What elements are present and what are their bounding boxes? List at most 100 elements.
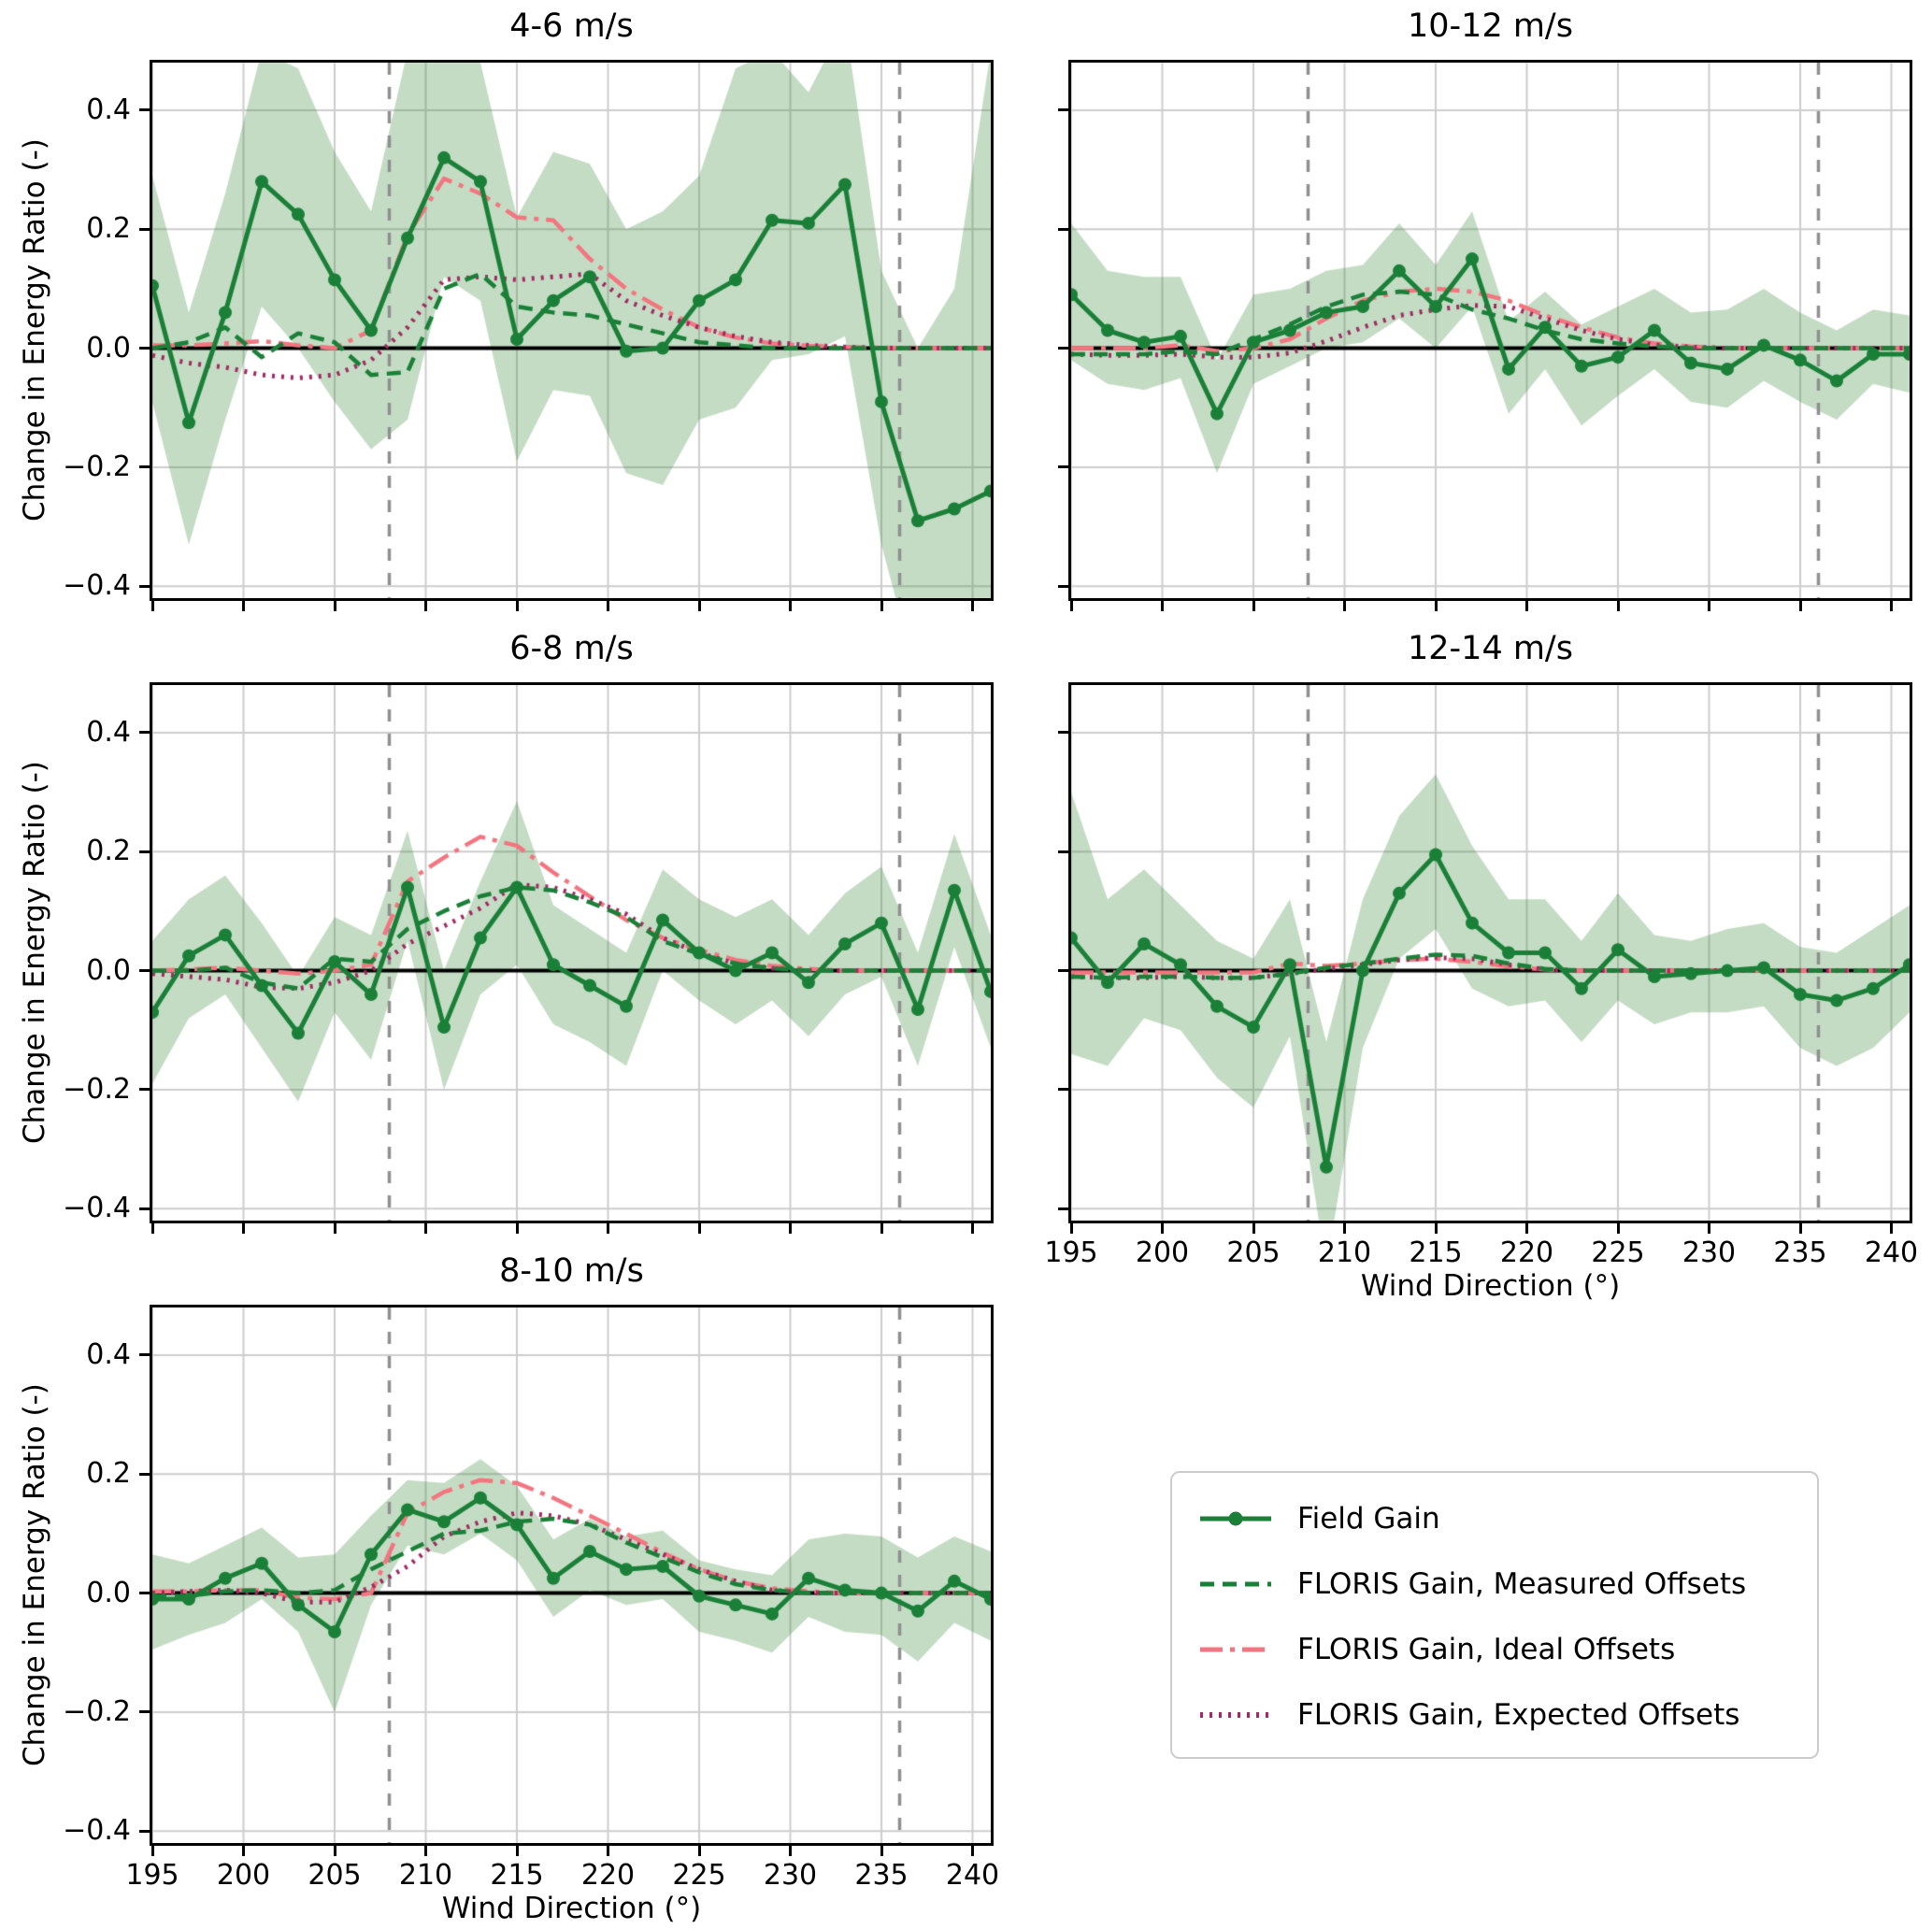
- x-tick-mark: [1708, 1223, 1710, 1234]
- y-tick-mark: [139, 731, 150, 735]
- y-tick-mark: [139, 969, 150, 973]
- x-tick-label: 215: [490, 1859, 544, 1892]
- x-tick-label: 195: [125, 1859, 179, 1892]
- x-tick-label: 220: [580, 1859, 636, 1892]
- y-tick-label: 0.0: [86, 331, 131, 364]
- x-tick-mark: [1252, 601, 1255, 611]
- y-tick-label: −0.2: [63, 1072, 131, 1106]
- y-tick-mark: [139, 108, 150, 112]
- y-tick-mark: [139, 1472, 150, 1476]
- y-tick-label: −0.4: [63, 1192, 131, 1225]
- y-tick-label: 0.4: [86, 1337, 131, 1371]
- y-tick-label: −0.2: [63, 450, 131, 483]
- legend-label-floris-expected: FLORIS Gain, Expected Offsets: [1297, 1698, 1740, 1732]
- x-tick-mark: [697, 601, 701, 611]
- y-tick-mark: [139, 465, 150, 469]
- panel-10-12ms: 10-12 m/s: [1058, 7, 1912, 611]
- panel-title-6-8ms: 6-8 m/s: [509, 630, 634, 667]
- x-tick-mark: [971, 1223, 974, 1234]
- x-tick-mark: [880, 1223, 883, 1234]
- y-tick-label: 0.2: [86, 212, 131, 246]
- y-tick-label: 0.4: [86, 93, 131, 126]
- x-tick-mark: [150, 1846, 154, 1856]
- x-tick-mark: [697, 1223, 701, 1234]
- legend-label-floris-measured: FLORIS Gain, Measured Offsets: [1297, 1567, 1747, 1601]
- panel-12-14ms: 12-14 m/s 195 200 205 210 215 220 225 230 235 240: [1044, 630, 1918, 1269]
- x-tick-mark: [150, 601, 154, 611]
- y-tick-label: 0.2: [86, 1457, 131, 1491]
- legend-item-field-gain: Field Gain: [1172, 1486, 1817, 1551]
- x-tick-mark: [1525, 1223, 1528, 1234]
- x-tick-mark: [1525, 601, 1528, 611]
- x-tick-mark: [1069, 1223, 1073, 1234]
- x-tick-label: 230: [763, 1859, 818, 1892]
- panel-4-6ms: 4-6 m/s 0.4 0.2 0.0 −0.2 −0.4: [63, 7, 994, 611]
- x-tick-mark: [1890, 601, 1893, 611]
- x-tick-label: 235: [854, 1859, 909, 1892]
- y-tick-mark: [139, 227, 150, 231]
- legend: Field Gain FLORIS Gain, Measured Offsets…: [1170, 1471, 1819, 1759]
- y-tick-mark: [1058, 1207, 1068, 1210]
- y-tick-mark: [1058, 465, 1068, 469]
- y-tick-mark: [1058, 227, 1068, 231]
- panel-title-10-12ms: 10-12 m/s: [1408, 7, 1573, 45]
- x-tick-mark: [880, 1846, 883, 1856]
- x-tick-label: 225: [1591, 1236, 1645, 1269]
- x-tick-mark: [1434, 601, 1438, 611]
- legend-swatch-field-gain-icon: [1200, 1511, 1271, 1526]
- plot-canvas-8-10ms: [150, 1305, 994, 1846]
- x-tick-mark: [515, 1846, 519, 1856]
- x-tick-mark: [1343, 601, 1346, 611]
- y-tick-mark: [1058, 731, 1068, 735]
- x-axis-label-12-14ms: Wind Direction (°): [1360, 1269, 1621, 1303]
- x-tick-mark: [1798, 1223, 1802, 1234]
- y-tick-label: −0.4: [63, 1814, 131, 1848]
- x-tick-label: 200: [1135, 1236, 1190, 1269]
- x-tick-mark: [789, 601, 792, 611]
- y-tick-mark: [1058, 969, 1068, 973]
- x-tick-mark: [880, 601, 883, 611]
- y-tick-mark: [1058, 850, 1068, 853]
- panel-title-8-10ms: 8-10 m/s: [499, 1252, 644, 1290]
- y-tick-mark: [139, 347, 150, 350]
- x-tick-label: 215: [1409, 1236, 1463, 1269]
- x-tick-mark: [1252, 1223, 1255, 1234]
- x-tick-mark: [333, 601, 336, 611]
- x-tick-label: 195: [1044, 1236, 1098, 1269]
- legend-label-field-gain: Field Gain: [1297, 1502, 1440, 1536]
- plot-canvas-10-12ms: [1068, 60, 1912, 601]
- legend-swatch-floris-measured-icon: [1200, 1581, 1271, 1587]
- x-tick-mark: [1616, 1223, 1620, 1234]
- x-tick-mark: [971, 1846, 974, 1856]
- x-tick-label: 240: [1864, 1236, 1919, 1269]
- x-tick-mark: [333, 1223, 336, 1234]
- x-tick-label: 200: [216, 1859, 271, 1892]
- y-axis-label-row1: Change in Energy Ratio (-): [18, 138, 51, 522]
- legend-item-floris-measured: FLORIS Gain, Measured Offsets: [1172, 1551, 1817, 1617]
- x-tick-mark: [607, 1846, 609, 1856]
- x-tick-mark: [515, 1223, 519, 1234]
- y-tick-label: −0.2: [63, 1694, 131, 1728]
- y-tick-mark: [1058, 1088, 1068, 1092]
- y-tick-label: 0.0: [86, 953, 131, 987]
- x-tick-mark: [333, 1846, 336, 1856]
- x-tick-label: 205: [308, 1859, 362, 1892]
- x-tick-mark: [515, 601, 519, 611]
- x-tick-label: 230: [1682, 1236, 1737, 1269]
- panel-title-12-14ms: 12-14 m/s: [1408, 630, 1573, 667]
- legend-item-floris-expected: FLORIS Gain, Expected Offsets: [1172, 1682, 1817, 1748]
- panel-8-10ms: 8-10 m/s 195 200 205 210 215 220 225 230 235 240 0…: [63, 1252, 999, 1892]
- x-tick-mark: [242, 1846, 245, 1856]
- y-tick-mark: [1058, 584, 1068, 588]
- x-tick-mark: [242, 601, 245, 611]
- y-axis-label-row3: Change in Energy Ratio (-): [18, 1383, 51, 1767]
- x-tick-label: 205: [1226, 1236, 1281, 1269]
- y-tick-mark: [139, 1353, 150, 1357]
- x-tick-mark: [1890, 1223, 1893, 1234]
- x-tick-mark: [789, 1223, 792, 1234]
- x-tick-mark: [424, 1846, 427, 1856]
- x-tick-mark: [789, 1846, 792, 1856]
- x-tick-mark: [607, 601, 609, 611]
- x-tick-label: 220: [1499, 1236, 1554, 1269]
- panel-title-4-6ms: 4-6 m/s: [509, 7, 634, 45]
